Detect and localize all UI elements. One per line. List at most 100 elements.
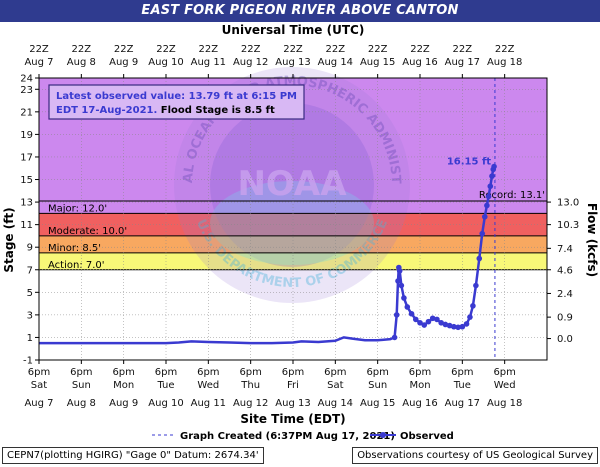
y-tick-label: 21 [20, 107, 33, 118]
observed-point [404, 304, 411, 310]
observed-point [421, 322, 428, 328]
info-box-frame [48, 84, 305, 120]
observed-point [395, 278, 401, 284]
y-tick-label: 24 [20, 74, 33, 85]
y-tick-label: 15 [20, 175, 33, 186]
legend-observed-marker [380, 432, 386, 438]
x-tick-date: Aug 7 [24, 398, 53, 409]
top-tick-date: Aug 15 [360, 57, 395, 68]
chart-title: EAST FORK PIGEON RIVER ABOVE CANTON [0, 0, 600, 22]
stage-hydrograph-chart: Universal Time (UTC) NOAANATIONAL OCEANI… [0, 22, 599, 442]
x-tick-date: Aug 10 [148, 398, 183, 409]
x-tick-weekday: Sat [327, 380, 343, 391]
x-axis-title: Site Time (EDT) [240, 412, 345, 426]
x-tick-date: Aug 16 [402, 398, 437, 409]
x-tick-weekday: Sun [368, 380, 387, 391]
top-tick-date: Aug 7 [24, 57, 53, 68]
top-tick-date: Aug 11 [191, 57, 226, 68]
top-tick-time: 22Z [156, 44, 176, 55]
x-tick-date: Aug 18 [487, 398, 522, 409]
band-label-moderate: Moderate: 10.0' [48, 226, 127, 237]
legend: Graph Created (6:37PM Aug 17, 2021) Obse… [152, 431, 454, 442]
observed-point [476, 255, 483, 262]
x-tick-time: 6pm [451, 367, 473, 378]
y-tick-label: 1 [27, 333, 33, 344]
x-tick-time: 6pm [70, 367, 92, 378]
observed-point [412, 316, 419, 323]
y2-tick-label: 4.6 [557, 265, 573, 276]
latest-observation-box: Latest observed value: 13.79 ft at 6:15 … [48, 84, 305, 120]
x-tick-date: Aug 11 [191, 398, 226, 409]
plot-border [38, 77, 548, 361]
info-date: EDT 17-Aug-2021. [56, 105, 157, 116]
y2-tick-label: 13.0 [557, 198, 579, 209]
x-tick-weekday: Tue [453, 380, 471, 391]
x-tick-weekday: Fri [287, 380, 299, 391]
top-tick-time: 22Z [410, 44, 430, 55]
top-tick-time: 22Z [326, 44, 346, 55]
top-tick-date: Aug 10 [148, 57, 183, 68]
top-tick-date: Aug 14 [318, 57, 353, 68]
y-tick-label: -1 [23, 356, 33, 367]
x-tick-weekday: Thu [240, 380, 260, 391]
top-axis-title: Universal Time (UTC) [222, 23, 365, 37]
x-tick-time: 6pm [324, 367, 346, 378]
top-tick-date: Aug 13 [275, 57, 310, 68]
x-tick-time: 6pm [112, 367, 134, 378]
x-tick-weekday: Wed [197, 380, 219, 391]
observed-point [479, 230, 486, 237]
y-tick-label: 11 [20, 220, 33, 231]
top-tick-date: Aug 18 [487, 57, 522, 68]
observed-point [417, 319, 423, 326]
x-tick-time: 6pm [155, 367, 177, 378]
footer-source-credit: Observations courtesy of US Geological S… [352, 447, 598, 464]
y-axis-title: Stage (ft) [2, 207, 16, 272]
watermark-outer-ring [174, 67, 410, 303]
band-label-major: Major: 12.0' [48, 203, 107, 214]
observed-point [473, 282, 479, 289]
x-tick-weekday: Mon [409, 380, 430, 391]
info-flood-stage-text: Flood Stage is 8.5 ft [157, 105, 275, 116]
legend-created-label: Graph Created (6:37PM Aug 17, 2021) [180, 431, 395, 442]
top-tick-date: Aug 8 [67, 57, 96, 68]
top-tick-time: 22Z [453, 44, 473, 55]
watermark-inner-disc [210, 103, 374, 267]
observed-point [442, 321, 449, 328]
y2-tick-label: 0.9 [557, 313, 573, 324]
y2-axis-title: Flow (kcfs) [585, 203, 599, 277]
observed-point [484, 202, 490, 209]
observed-point [491, 163, 497, 170]
x-tick-weekday: Tue [156, 380, 174, 391]
x-tick-date: Aug 12 [233, 398, 268, 409]
footer-datum-info: CEPN7(plotting HGIRG) "Gage 0" Datum: 26… [2, 447, 264, 464]
observed-point [451, 323, 457, 330]
observed-point [393, 312, 400, 318]
x-tick-date: Aug 17 [445, 398, 480, 409]
observed-point [467, 314, 473, 320]
peak-label: 16.15 ft [447, 157, 491, 168]
observed-point [489, 173, 495, 179]
y2-tick-label: 0.0 [557, 334, 573, 345]
observed-point [481, 213, 488, 220]
top-tick-time: 22Z [283, 44, 303, 55]
top-tick-time: 22Z [114, 44, 134, 55]
y-tick-label: 3 [27, 310, 33, 321]
x-tick-time: 6pm [366, 367, 388, 378]
observed-point [470, 303, 476, 309]
y-tick-label: 19 [20, 130, 33, 141]
y2-tick-label: 2.4 [557, 289, 573, 300]
observed-point [459, 323, 466, 330]
y-tick-label: 13 [20, 198, 33, 209]
top-tick-time: 22Z [495, 44, 515, 55]
top-tick-date: Aug 17 [445, 57, 480, 68]
y2-tick-label: 7.4 [557, 244, 573, 255]
x-tick-date: Aug 8 [67, 398, 96, 409]
x-tick-time: 6pm [409, 367, 431, 378]
observed-point [425, 318, 432, 325]
y-tick-label: 5 [27, 288, 33, 299]
record-label: Record: 13.1' [479, 190, 545, 201]
plot-area: NOAANATIONAL OCEANIC AND ATMOSPHERIC ADM… [0, 22, 579, 409]
x-tick-weekday: Sun [72, 380, 91, 391]
observed-point [396, 268, 403, 274]
observed-point [446, 322, 453, 329]
